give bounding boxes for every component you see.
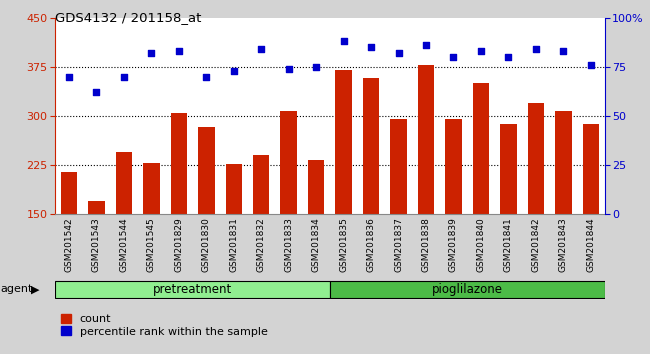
Bar xyxy=(226,164,242,214)
Text: pioglilazone: pioglilazone xyxy=(432,283,502,296)
Bar xyxy=(445,119,462,214)
Bar xyxy=(363,78,380,214)
Point xyxy=(146,50,157,56)
Point xyxy=(256,46,266,52)
Bar xyxy=(143,163,160,214)
Point xyxy=(64,74,74,79)
Point xyxy=(174,48,184,54)
Bar xyxy=(308,160,324,214)
Point xyxy=(119,74,129,79)
Bar xyxy=(88,201,105,214)
Bar xyxy=(473,83,489,214)
Point xyxy=(229,68,239,74)
Bar xyxy=(60,172,77,214)
Point xyxy=(91,90,101,95)
Point xyxy=(558,48,569,54)
Point xyxy=(503,54,514,60)
Bar xyxy=(253,155,270,214)
Point xyxy=(586,62,596,68)
Point xyxy=(448,54,459,60)
Bar xyxy=(170,113,187,214)
Point xyxy=(366,44,376,50)
Point xyxy=(311,64,321,70)
Bar xyxy=(390,119,407,214)
Bar xyxy=(116,152,132,214)
Bar xyxy=(198,127,214,214)
Point xyxy=(339,39,349,44)
Point xyxy=(283,66,294,72)
Bar xyxy=(418,65,434,214)
Bar xyxy=(280,112,297,214)
Text: pretreatment: pretreatment xyxy=(153,283,232,296)
Bar xyxy=(582,125,599,214)
Bar xyxy=(528,103,544,214)
Bar xyxy=(330,281,604,298)
Bar xyxy=(555,112,571,214)
Legend: count, percentile rank within the sample: count, percentile rank within the sample xyxy=(61,314,268,337)
Point xyxy=(530,46,541,52)
Text: GDS4132 / 201158_at: GDS4132 / 201158_at xyxy=(55,11,201,24)
Text: agent: agent xyxy=(1,284,33,295)
Point xyxy=(421,42,431,48)
Point xyxy=(393,50,404,56)
Point xyxy=(201,74,211,79)
Bar xyxy=(500,125,517,214)
Bar xyxy=(55,281,330,298)
Bar xyxy=(335,70,352,214)
Text: ▶: ▶ xyxy=(31,284,40,295)
Point xyxy=(476,48,486,54)
